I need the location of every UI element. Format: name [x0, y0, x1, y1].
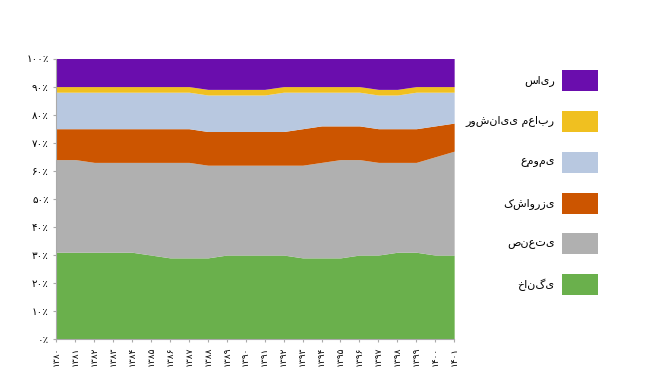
FancyBboxPatch shape	[562, 152, 598, 173]
FancyBboxPatch shape	[562, 111, 598, 132]
Text: سایر: سایر	[524, 76, 555, 87]
Text: عمومی: عمومی	[520, 158, 555, 167]
Text: روشنایی معابر: روشنایی معابر	[465, 116, 555, 127]
Text: نمودار ۲. سهم مشترکان مختلف از مصرف برق در سال‌های ۱۳۸۰ تا ۱۴۰۱: نمودار ۲. سهم مشترکان مختلف از مصرف برق …	[60, 16, 603, 29]
Text: کشاورزی: کشاورزی	[503, 198, 555, 209]
FancyBboxPatch shape	[562, 274, 598, 295]
FancyBboxPatch shape	[562, 71, 598, 92]
FancyBboxPatch shape	[562, 233, 598, 254]
FancyBboxPatch shape	[562, 193, 598, 214]
Text: صنعتی: صنعتی	[507, 239, 555, 249]
Text: خانگی: خانگی	[518, 278, 555, 291]
